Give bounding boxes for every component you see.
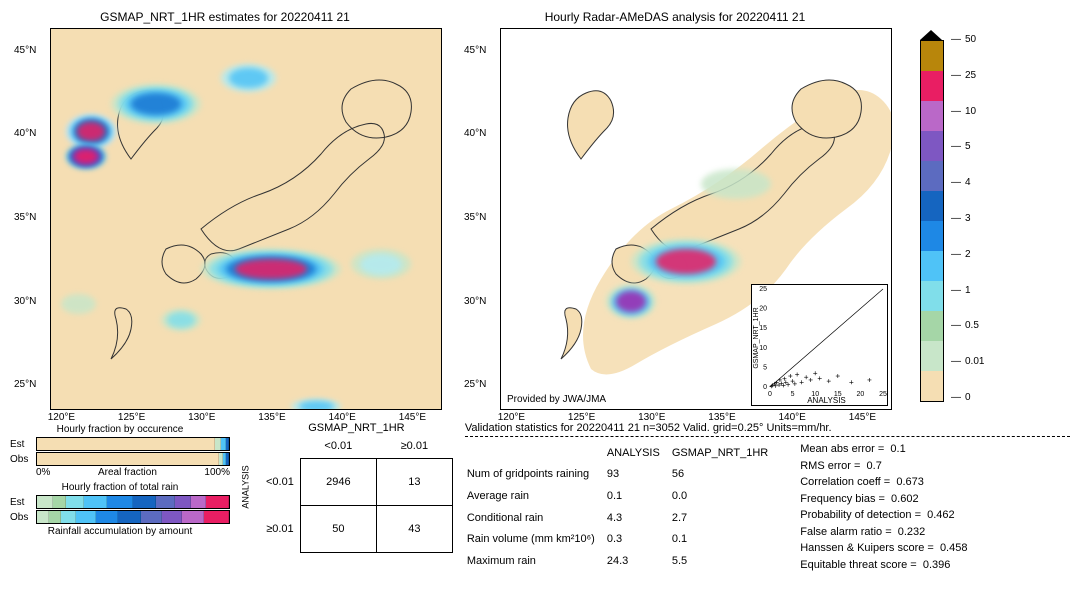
left-map [50, 28, 442, 410]
colorbar-bottom-cap [920, 402, 942, 412]
occ-xleft: 0% [36, 467, 50, 478]
occurrence-est-bar [36, 437, 230, 451]
obs-label2: Obs [10, 512, 36, 523]
occurrence-title: Hourly fraction by occurence [10, 424, 230, 435]
est-label2: Est [10, 497, 36, 508]
est-label: Est [10, 439, 36, 450]
svg-text:10: 10 [759, 345, 767, 352]
svg-text:20: 20 [857, 391, 865, 398]
svg-text:15: 15 [759, 325, 767, 332]
left-map-title: GSMAP_NRT_1HR estimates for 20220411 21 [10, 10, 440, 24]
svg-text:0: 0 [768, 391, 772, 398]
validation-table: ANALYSISGSMAP_NRT_1HRNum of gridpoints r… [465, 441, 780, 573]
svg-text:ANALYSIS: ANALYSIS [807, 396, 846, 405]
colorbar-top-cap [920, 30, 942, 40]
validation-header: Validation statistics for 20220411 21 n=… [465, 422, 1070, 437]
svg-text:20: 20 [759, 306, 767, 313]
colorbar: —50—25—10—5—4—3—2—1—0.5—0.01—0 [920, 40, 944, 402]
occ-xright: 100% [204, 467, 230, 478]
validation-scores: Mean abs error = 0.1RMS error = 0.7Corre… [800, 441, 967, 573]
totalrain-obs-bar [36, 510, 230, 524]
totalrain-footer: Rainfall accumulation by amount [10, 526, 230, 537]
totalrain-title: Hourly fraction of total rain [10, 482, 230, 493]
validation-stats: Validation statistics for 20220411 21 n=… [465, 422, 1070, 573]
occ-xmid: Areal fraction [50, 467, 204, 478]
contingency-table: <0.01≥0.01<0.01294613≥0.015043 [260, 434, 453, 553]
svg-text:25: 25 [879, 391, 887, 398]
left-map-panel: GSMAP_NRT_1HR estimates for 20220411 21 … [10, 10, 440, 412]
map-attribution: Provided by JWA/JMA [507, 394, 606, 405]
right-map-title: Hourly Radar-AMeDAS analysis for 2022041… [460, 10, 890, 24]
occurrence-obs-bar [36, 452, 230, 466]
svg-text:5: 5 [763, 364, 767, 371]
right-map-panel: Hourly Radar-AMeDAS analysis for 2022041… [460, 10, 890, 412]
right-map: Provided by JWA/JMA00551010151520202525A… [500, 28, 892, 410]
fraction-bars: Hourly fraction by occurence Est Obs 0% … [10, 422, 230, 573]
svg-text:GSMAP_NRT_1HR: GSMAP_NRT_1HR [753, 307, 760, 368]
bottom-row: Hourly fraction by occurence Est Obs 0% … [10, 422, 1070, 573]
svg-text:25: 25 [759, 286, 767, 293]
svg-text:0: 0 [763, 384, 767, 391]
top-row: GSMAP_NRT_1HR estimates for 20220411 21 … [10, 10, 1070, 412]
totalrain-est-bar [36, 495, 230, 509]
colorbar-panel: —50—25—10—5—4—3—2—1—0.5—0.01—0 [920, 10, 944, 412]
contingency-col-header: GSMAP_NRT_1HR [260, 422, 453, 434]
obs-label: Obs [10, 454, 36, 465]
contingency-panel: GSMAP_NRT_1HR <0.01≥0.01<0.01294613≥0.01… [242, 422, 453, 573]
contingency-row-header: ANALYSIS [241, 465, 251, 508]
scatter-inset: 00551010151520202525ANALYSISGSMAP_NRT_1H… [751, 284, 888, 406]
svg-text:5: 5 [791, 391, 795, 398]
